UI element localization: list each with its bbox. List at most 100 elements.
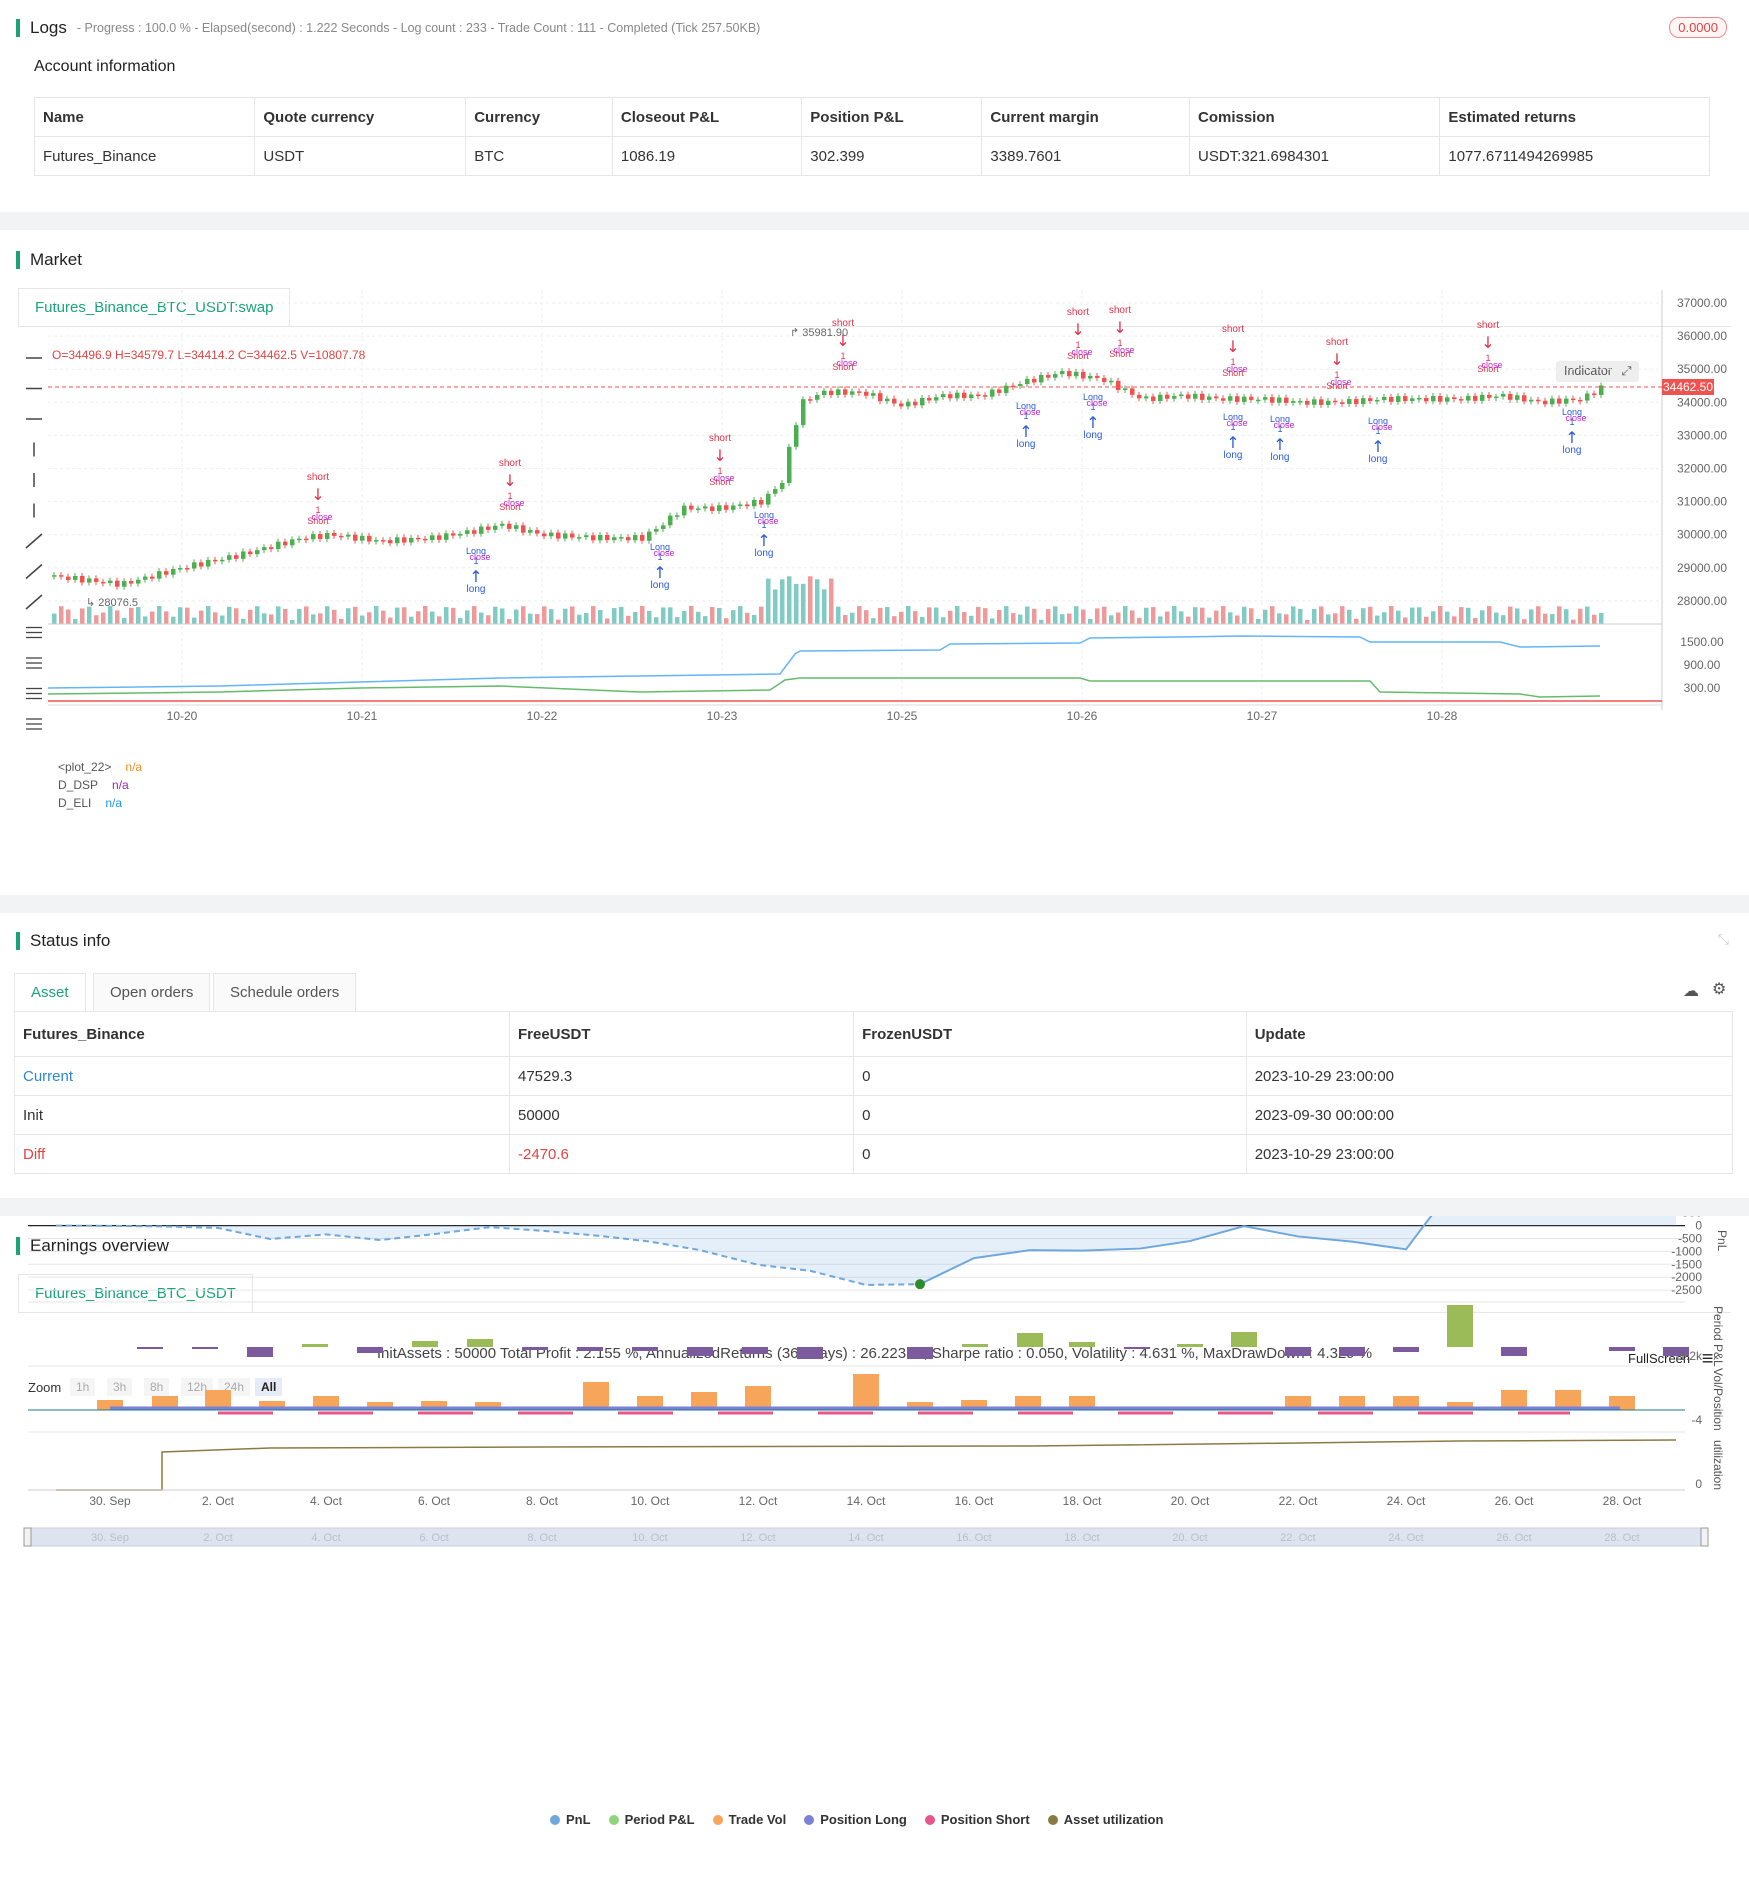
- low-price-label: ↳ 28076.5: [86, 597, 138, 609]
- candle-body: [437, 535, 442, 540]
- candle-body: [591, 535, 596, 541]
- earnings-symbol-tab[interactable]: Futures_Binance_BTC_USDT: [18, 1274, 253, 1313]
- volume-bar: [1116, 612, 1121, 624]
- collapse-icon[interactable]: ⤡: [1717, 931, 1729, 947]
- volume-bar: [1249, 608, 1254, 624]
- candle-body: [465, 530, 470, 534]
- indicator-tick-label: 1500.00: [1680, 635, 1724, 649]
- signal-qty-label: 1: [507, 491, 512, 501]
- volume-bar: [346, 608, 351, 624]
- candle-body: [1592, 393, 1597, 396]
- volume-bar: [1088, 619, 1093, 624]
- volume-bar: [1018, 614, 1023, 624]
- period-pnl-bar: [1501, 1347, 1527, 1356]
- volume-bar: [276, 606, 281, 624]
- logs-header: Logs - Progress : 100.0 % - Elapsed(seco…: [16, 18, 760, 38]
- volume-bar: [416, 611, 421, 624]
- earnings-legend-item[interactable]: Period P&L: [608, 1812, 695, 1827]
- volume-bar: [1270, 606, 1275, 624]
- earnings-legend-item[interactable]: Trade Vol: [712, 1812, 786, 1827]
- account-header-cell: Current margin: [981, 97, 1190, 137]
- volume-bar: [822, 589, 827, 624]
- period-tick-label: -1.2k: [1675, 1349, 1703, 1363]
- period-pnl-bar: [907, 1347, 933, 1359]
- zoom-button-1h[interactable]: 1h: [70, 1378, 96, 1396]
- asset-value-cell: 2023-09-30 00:00:00: [1245, 1095, 1734, 1135]
- candle-body: [1515, 395, 1520, 400]
- zoom-button-8h[interactable]: 8h: [144, 1378, 170, 1396]
- volume-bar: [549, 609, 554, 624]
- earnings-legend-item[interactable]: Position Long: [804, 1812, 907, 1827]
- volume-bar: [122, 617, 127, 624]
- candle-body: [115, 580, 120, 587]
- volume-bar: [444, 607, 449, 624]
- close-signal-label: close: [311, 512, 332, 522]
- util-axis-title: utilization: [1711, 1440, 1725, 1490]
- candle-body: [1410, 398, 1415, 402]
- volume-bar: [430, 611, 435, 624]
- menu-icon[interactable]: ≡: [1701, 1348, 1714, 1370]
- volume-bar: [297, 608, 302, 624]
- volume-bar: [906, 606, 911, 624]
- earnings-legend: PnL Period P&L Trade Vol Position Long Posit…: [550, 1812, 1163, 1827]
- asset-value-cell: 2023-10-29 23:00:00: [1245, 1134, 1734, 1174]
- volume-bar: [1144, 607, 1149, 624]
- candle-body: [1536, 399, 1541, 402]
- earnings-legend-item[interactable]: Position Short: [924, 1812, 1030, 1827]
- navigator-tick: 28. Oct: [1604, 1532, 1639, 1544]
- indicator-button[interactable]: Indicator ⤢: [1556, 361, 1640, 382]
- earnings-chart[interactable]: 2000150010005000-500-1000-1500-2000-2500…: [0, 1216, 1749, 1898]
- candle-body: [640, 535, 645, 541]
- price-tick-label: 36000.00: [1677, 329, 1727, 343]
- close-signal-label: close: [1565, 413, 1586, 423]
- volume-bar: [542, 606, 547, 624]
- volume-bar: [843, 614, 848, 624]
- volume-bar: [325, 606, 330, 624]
- volume-bar: [1004, 606, 1009, 624]
- earnings-time-tick: 2. Oct: [202, 1494, 235, 1508]
- indicator-legend: <plot_22> n/a D_DSP n/a D_ELI n/a: [58, 758, 142, 812]
- pnl-line: [919, 1216, 1433, 1286]
- candle-body: [122, 581, 127, 587]
- volume-bar: [500, 608, 505, 624]
- volume-bar: [864, 610, 869, 624]
- volume-bar: [1389, 606, 1394, 624]
- candle-body: [1396, 396, 1401, 402]
- settings-gear-icon[interactable]: ⚙: [1712, 981, 1727, 998]
- tab-open-orders[interactable]: Open orders: [93, 973, 211, 1012]
- zoom-button-3h[interactable]: 3h: [107, 1378, 133, 1396]
- account-table: Name Quote currency Currency Closeout P&L Po…: [33, 97, 1710, 176]
- earnings-legend-item[interactable]: PnL: [550, 1812, 591, 1827]
- volume-bar: [1599, 612, 1604, 624]
- expand-icon[interactable]: ⤢: [1621, 364, 1632, 378]
- period-pnl-bar: [1285, 1347, 1311, 1356]
- candle-body: [738, 504, 743, 506]
- tab-schedule-orders[interactable]: Schedule orders: [213, 973, 357, 1012]
- candle-body: [1060, 371, 1065, 375]
- candle-body: [444, 533, 449, 540]
- volume-bar: [1200, 607, 1205, 624]
- zoom-button-all[interactable]: All: [255, 1378, 283, 1396]
- tab-asset[interactable]: Asset: [14, 973, 86, 1012]
- close-signal-label: close: [1019, 407, 1040, 417]
- volume-bar: [1515, 608, 1520, 624]
- market-symbol-tab[interactable]: Futures_Binance_BTC_USDT:swap: [18, 288, 291, 327]
- volume-bar: [1473, 617, 1478, 624]
- candle-body: [1242, 396, 1247, 402]
- long-signal-label: long: [1224, 450, 1243, 461]
- candle-body: [605, 534, 610, 541]
- candle-body: [1466, 395, 1471, 401]
- volume-bar: [941, 617, 946, 624]
- volume-bar: [1011, 613, 1016, 624]
- indicator-tick-label: 300.00: [1684, 681, 1721, 695]
- candle-body: [1333, 400, 1338, 403]
- volume-bar: [185, 607, 190, 624]
- candle-body: [948, 394, 953, 399]
- volume-bar: [1025, 606, 1030, 624]
- download-icon[interactable]: ☁: [1683, 983, 1699, 1000]
- volume-bar: [1480, 610, 1485, 624]
- period-pnl-bar: [357, 1347, 383, 1353]
- candlestick-chart[interactable]: 37000.00 36000.00 35000.00 34000.00 33000.00…: [0, 230, 1749, 890]
- short-arrow-icon: ↓: [1071, 320, 1084, 339]
- earnings-legend-item[interactable]: Asset utilization: [1047, 1812, 1163, 1827]
